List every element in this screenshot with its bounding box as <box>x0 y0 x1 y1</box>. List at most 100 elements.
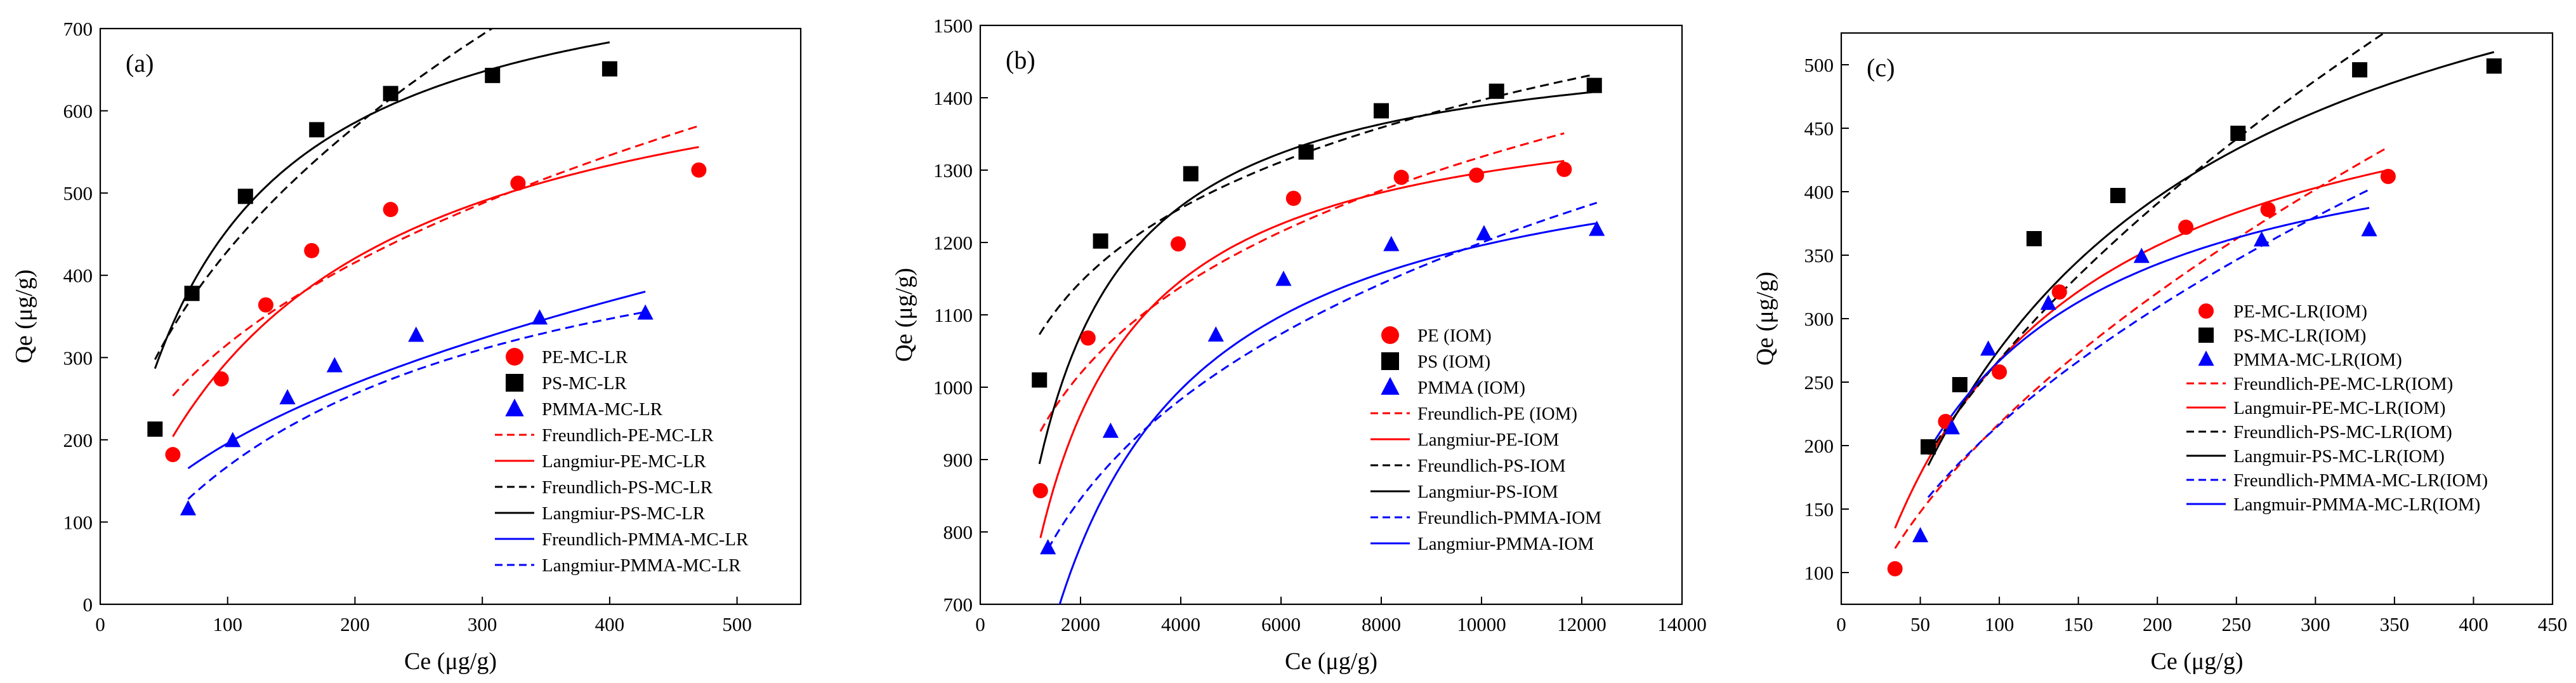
y-tick-label: 800 <box>943 521 973 543</box>
y-tick-label: 600 <box>63 100 93 123</box>
data-point <box>1102 422 1119 438</box>
data-point <box>2380 169 2396 184</box>
legend-label: Freundlich-PS-MC-LR <box>542 477 713 498</box>
data-point <box>2133 248 2150 263</box>
y-tick-label: 1000 <box>933 376 973 399</box>
fit-curve-langmiur-pe-mc-lr <box>172 146 699 437</box>
series-pe-mc-lr <box>165 162 707 463</box>
data-point <box>408 326 424 342</box>
legend-label: Langmiur-PE-IOM <box>1417 430 1559 450</box>
data-point <box>383 86 398 102</box>
data-point <box>1586 77 1602 93</box>
plot-frame <box>1840 32 2554 606</box>
x-tick-label: 300 <box>468 613 497 635</box>
legend-label: PMMA-MC-LR <box>542 399 663 420</box>
data-point <box>2254 231 2270 247</box>
fit-curve-langmuir-pmma-mc-lr-iom <box>1927 207 2370 452</box>
x-axis-title: Ce (μg/g) <box>1285 648 1377 675</box>
x-tick-label: 400 <box>595 613 625 635</box>
data-point <box>2230 126 2246 141</box>
legend-marker <box>505 398 524 416</box>
y-tick-label: 350 <box>1804 244 1834 267</box>
legend-label: Langmuir-PMMA-MC-LR(IOM) <box>2233 494 2480 515</box>
x-tick-label: 150 <box>2063 613 2093 635</box>
y-tick-label: 200 <box>1804 435 1834 457</box>
data-point <box>2026 231 2042 246</box>
data-point <box>2110 188 2126 203</box>
plot-frame <box>99 27 802 606</box>
legend-label: Freundlich-PMMA-IOM <box>1417 508 1601 528</box>
data-point <box>1476 225 1492 241</box>
data-point <box>184 286 200 302</box>
legend-marker <box>506 348 523 366</box>
legend-label: Langmiur-PMMA-MC-LR <box>542 555 741 576</box>
data-point <box>1383 235 1400 251</box>
data-point <box>304 242 320 258</box>
data-point <box>1912 527 1929 543</box>
y-tick-label: 450 <box>1804 117 1834 140</box>
y-tick-label: 150 <box>1804 498 1834 521</box>
series-pmma-iom <box>1040 220 1605 555</box>
x-axis-title: Ce (μg/g) <box>404 648 497 675</box>
data-point <box>2352 62 2368 77</box>
data-point <box>531 309 548 325</box>
legend-label: PMMA-MC-LR(IOM) <box>2233 350 2402 370</box>
fit-curve-langmiur-pmma-iom <box>1058 222 1597 604</box>
data-point <box>601 61 617 77</box>
panel-c: 0 50 100 150 200 250 300 350 400 450 100 150 200 250 3… <box>1752 32 2568 675</box>
fit-curve-freundlich-pe-iom <box>1039 132 1565 432</box>
x-tick-label: 100 <box>1985 613 2014 635</box>
x-tick-label: 6000 <box>1261 613 1301 635</box>
series-pmma-mc-lr-iom <box>1912 221 2377 543</box>
x-tick-label: 350 <box>2380 613 2410 635</box>
panel-b: 0 2000 4000 6000 8000 10000 12000 14000 700 800 90… <box>891 15 1707 675</box>
y-tick-label: 200 <box>63 429 93 451</box>
legend-marker <box>1381 326 1399 344</box>
series-pmma-mc-lr <box>180 304 654 515</box>
y-tick-label: 1400 <box>933 87 973 109</box>
legend-label: Freundlich-PMMA-MC-LR <box>542 529 749 550</box>
fit-curve-langmiur-ps-iom <box>1038 91 1594 465</box>
data-point <box>1980 340 1997 356</box>
x-tick-label: 14000 <box>1657 613 1707 635</box>
data-point <box>2040 295 2056 310</box>
data-point <box>637 304 654 320</box>
legend: PE (IOM) PS (IOM) PMMA (IOM) Freundlich-PE … <box>1370 326 1601 554</box>
x-tick-label: 12000 <box>1557 613 1607 635</box>
data-point <box>1943 419 1960 435</box>
legend-marker <box>1381 376 1400 395</box>
y-axis-title: Qe (μg/g) <box>891 268 917 362</box>
legend: PE-MC-LR(IOM) PS-MC-LR(IOM) PMMA-MC-LR(IOM… <box>2186 302 2488 515</box>
data-point <box>1556 161 1572 177</box>
y-tick-label: 300 <box>63 347 93 369</box>
panel-label: (c) <box>1867 53 1895 82</box>
legend-label: Langmiur-PMMA-IOM <box>1417 534 1594 554</box>
fit-curve-freundlich-ps-iom <box>1038 73 1595 335</box>
fit-curve-freundlich-pmma-iom <box>1047 201 1598 550</box>
x-tick-label: 0 <box>95 613 105 635</box>
legend-label: Langmiur-PS-IOM <box>1417 482 1558 502</box>
y-tick-label: 500 <box>63 182 93 204</box>
legend-label: PS-MC-LR(IOM) <box>2233 326 2366 346</box>
x-tick-label: 300 <box>2301 613 2330 635</box>
fit-curve-langmuir-ps-mc-lr-iom <box>1927 51 2495 466</box>
series-ps-iom <box>1032 77 1602 388</box>
x-tick-label: 450 <box>2538 613 2568 635</box>
data-point <box>1285 190 1301 206</box>
fit-curve-freundlich-pmma-mc-lr-iom <box>1927 189 2370 498</box>
legend-label: Langmuir-PS-MC-LR(IOM) <box>2233 446 2445 467</box>
panel-label: (b) <box>1006 46 1035 74</box>
series-pe-iom <box>1032 161 1572 499</box>
data-point <box>510 175 526 191</box>
legend-label: PMMA (IOM) <box>1417 378 1525 398</box>
data-point <box>1921 439 1936 454</box>
data-point <box>1183 166 1199 182</box>
data-point <box>2361 221 2377 237</box>
x-tick-label: 4000 <box>1161 613 1200 635</box>
data-point <box>279 388 296 404</box>
legend-label: Freundlich-PE-MC-LR(IOM) <box>2233 374 2453 394</box>
data-point <box>1589 220 1605 236</box>
data-point <box>2486 58 2502 74</box>
legend-label: Freundlich-PE (IOM) <box>1417 404 1577 424</box>
